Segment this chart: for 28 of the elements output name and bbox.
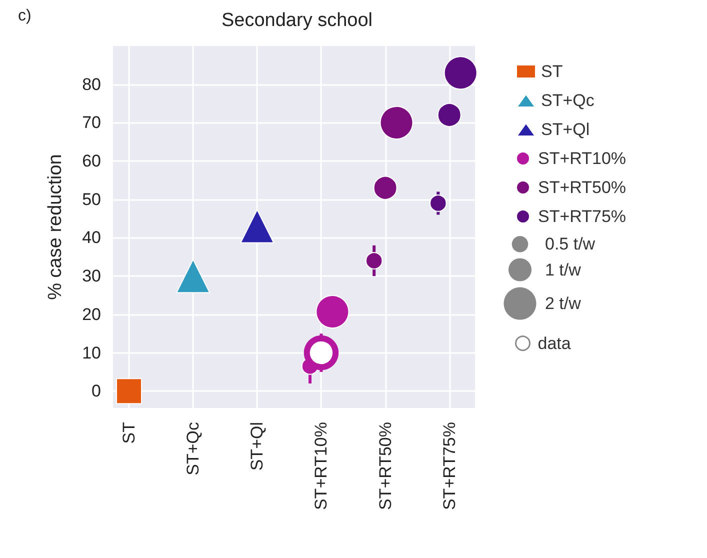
legend-label: ST (541, 62, 563, 81)
x-tick-label: ST+RT50% (376, 422, 395, 510)
y-tick-label: 10 (82, 343, 101, 362)
legend-label: 1 t/w (545, 260, 582, 280)
legend-label: ST+Qc (541, 91, 595, 110)
legend-label: data (538, 334, 572, 353)
legend-label: ST+Ql (541, 120, 590, 139)
y-tick-label: 20 (82, 304, 101, 324)
legend-label: ST+RT75% (538, 207, 626, 226)
y-tick-label: 80 (82, 74, 101, 94)
x-tick-label: ST+Ql (248, 422, 267, 471)
legend-label: 2 t/w (545, 294, 582, 314)
legend-label: ST+RT50% (538, 178, 626, 197)
y-axis-title: % case reduction (45, 154, 66, 300)
text: c) (18, 8, 32, 24)
legend-label: 0.5 t/w (545, 234, 596, 254)
y-tick-label: 40 (82, 228, 101, 248)
y-tick-label: 30 (82, 266, 101, 286)
y-tick-label: 70 (82, 113, 101, 132)
y-tick-label: 50 (82, 190, 101, 209)
y-tick-label: 0 (92, 382, 101, 401)
y-tick-label: 60 (82, 152, 101, 171)
x-tick-label: ST+Qc (184, 422, 203, 476)
chart-title: Secondary school (221, 10, 373, 31)
legend-label: ST+RT10% (538, 149, 626, 168)
x-tick-label: ST+RT75% (440, 422, 459, 510)
x-tick-label: ST (120, 422, 139, 444)
x-tick-label: ST+RT10% (312, 422, 331, 510)
